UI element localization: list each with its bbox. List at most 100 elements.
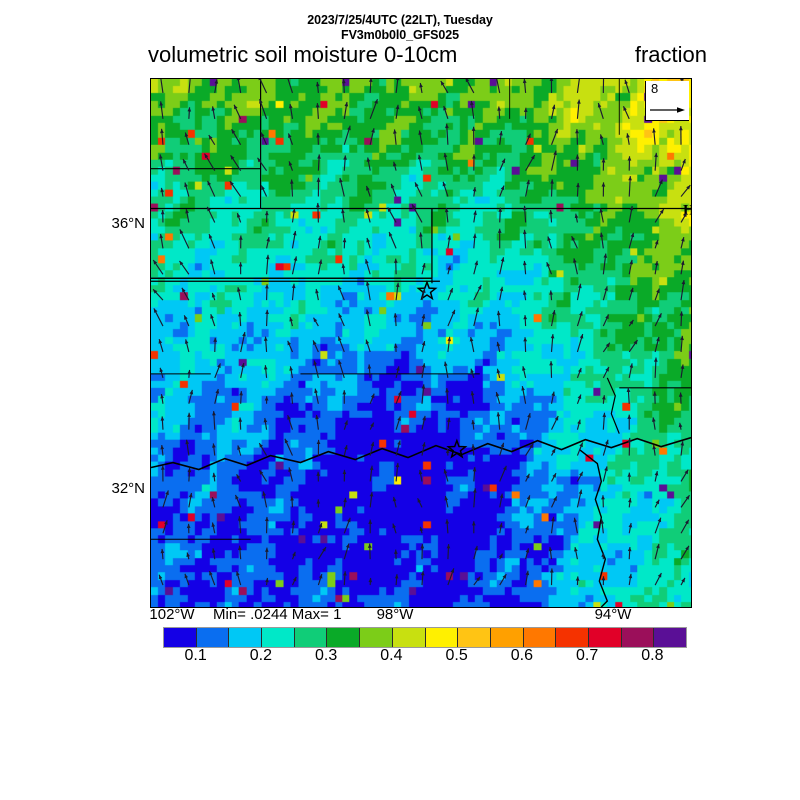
wind-vector-arrow xyxy=(188,389,194,404)
wind-vector-arrow xyxy=(680,279,686,301)
wind-vector-arrow xyxy=(576,311,583,327)
wind-vector-arrow xyxy=(179,260,190,275)
wind-vector-arrow xyxy=(628,319,634,327)
wind-vector-arrow xyxy=(628,573,633,586)
wind-vector-arrow xyxy=(291,256,298,275)
wind-vector-arrow xyxy=(343,517,351,534)
wind-vector-arrow xyxy=(523,337,528,352)
wind-vector-arrow xyxy=(576,99,581,119)
wind-vector-arrow xyxy=(233,104,242,120)
wind-vector-arrow xyxy=(525,495,531,508)
wind-vector-arrow xyxy=(525,133,532,145)
wind-vector-arrow xyxy=(211,496,216,508)
wind-vector-arrow xyxy=(499,465,507,482)
wind-vector-arrow xyxy=(576,367,582,379)
wind-vector-arrow xyxy=(497,228,502,249)
wind-vector-arrow xyxy=(237,545,242,560)
wind-vector-arrow xyxy=(549,290,553,301)
wind-vector-arrow xyxy=(210,314,216,327)
wind-vector-arrow xyxy=(546,261,553,275)
wind-vector-arrow xyxy=(238,235,243,249)
wind-vector-arrow xyxy=(284,438,293,456)
wind-vector-arrow xyxy=(394,258,398,275)
wind-vector-arrow xyxy=(369,492,374,508)
colorbar-segment xyxy=(360,628,393,647)
wind-vector-arrow xyxy=(473,545,478,560)
wind-vector-arrow xyxy=(368,519,373,534)
wind-vector-arrow xyxy=(338,359,345,379)
wind-vector-arrow xyxy=(366,157,371,171)
wind-vector-arrow xyxy=(289,392,294,404)
wind-vector-arrow xyxy=(341,79,346,93)
wind-vector-arrow xyxy=(287,133,294,145)
wind-vector-arrow xyxy=(599,208,604,223)
wind-vector-arrow xyxy=(417,154,423,171)
wind-vector-arrow xyxy=(522,290,527,301)
wind-vector-arrow xyxy=(576,471,584,482)
wind-vector-arrow xyxy=(654,208,665,223)
geographic-boundary xyxy=(606,377,620,434)
wind-vector-arrow xyxy=(158,154,164,171)
wind-vector-arrow xyxy=(496,79,501,94)
wind-vector-arrow xyxy=(184,132,190,145)
wind-vector-arrow xyxy=(395,462,400,482)
wind-vector-arrow xyxy=(367,543,372,560)
wind-vector-arrow xyxy=(289,366,294,378)
wind-vector-arrow xyxy=(628,232,635,249)
wind-vector-arrow xyxy=(317,259,323,275)
wind-vector-arrow xyxy=(654,152,658,171)
wind-vector-arrow xyxy=(443,468,449,482)
wind-vector-arrow xyxy=(287,414,294,430)
wind-vector-arrow xyxy=(576,489,583,508)
wind-vector-arrow xyxy=(265,254,270,275)
wind-vector-arrow xyxy=(184,573,190,586)
model-name-label: FV3m0b0l0_GFS025 xyxy=(341,28,459,42)
wind-vector-arrow xyxy=(549,209,553,223)
wind-vector-arrow xyxy=(317,522,323,534)
wind-vector-arrow xyxy=(443,105,449,120)
wind-vector-arrow xyxy=(576,283,582,301)
wind-vector-arrow xyxy=(496,368,501,379)
wind-vector-arrow xyxy=(627,472,632,482)
wind-vector-arrow xyxy=(211,292,216,301)
wind-vector-arrow xyxy=(447,568,455,586)
wind-vector-arrow xyxy=(343,444,348,456)
wind-vector-arrow xyxy=(628,522,633,534)
wind-vector-arrow xyxy=(343,101,349,119)
wind-vector-arrow xyxy=(654,179,663,197)
wind-vector-arrow xyxy=(622,106,630,120)
wind-vector-arrow xyxy=(575,576,580,586)
wind-vector-arrow xyxy=(230,154,242,171)
wind-vector-arrow xyxy=(369,422,375,430)
wind-vector-arrow xyxy=(183,315,190,327)
wind-vector-arrow xyxy=(390,183,397,197)
wind-vector-arrow xyxy=(339,177,345,197)
wind-vector-arrow xyxy=(521,386,527,404)
wind-vector-arrow xyxy=(472,187,477,197)
wind-vector-arrow xyxy=(601,158,606,171)
wind-vector-arrow xyxy=(365,309,371,327)
colorbar[interactable] xyxy=(163,627,687,648)
wind-vector-arrow xyxy=(342,469,347,482)
wind-scale-legend: 8 xyxy=(645,81,689,121)
wind-vector-arrow xyxy=(317,546,327,560)
colorbar-tick-labels: 0.1 0.2 0.3 0.4 0.5 0.6 0.7 0.8 xyxy=(163,647,685,669)
wind-vector-arrow xyxy=(236,571,242,586)
wind-vector-arrow xyxy=(525,179,530,197)
wind-vector-arrow xyxy=(627,414,632,430)
wind-vector-arrow xyxy=(160,79,164,94)
wind-vector-arrow xyxy=(680,364,685,378)
wind-vector-arrow xyxy=(186,552,190,560)
lon-tick-label-94w: 94°W xyxy=(594,606,632,623)
wind-vector-arrow xyxy=(418,106,423,119)
wind-vector-arrow xyxy=(237,516,242,534)
wind-vector-arrow xyxy=(679,311,684,327)
wind-vector-arrow xyxy=(421,384,426,404)
wind-vector-arrow xyxy=(654,260,659,275)
wind-vector-arrow xyxy=(393,161,397,171)
map-plot-area[interactable]: H 8 xyxy=(150,78,692,608)
wind-vector-arrow xyxy=(602,412,607,430)
wind-vector-arrow xyxy=(287,79,294,94)
wind-vector-arrow xyxy=(445,388,449,404)
